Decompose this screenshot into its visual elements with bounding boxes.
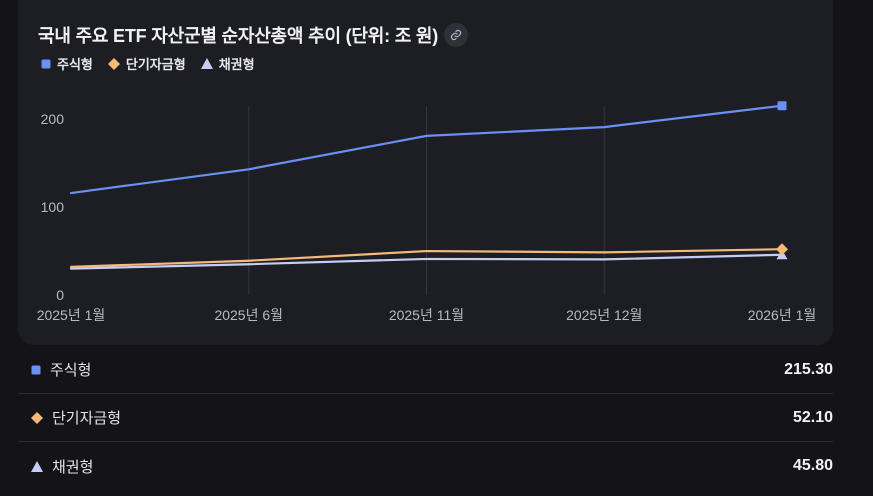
summary-list: 주식형 215.30 단기자금형 52.10 채권형 45.80 bbox=[18, 346, 833, 490]
link-button[interactable] bbox=[444, 23, 469, 47]
series-line-0 bbox=[69, 104, 784, 195]
summary-row-mmf: 단기자금형 52.10 bbox=[18, 394, 833, 442]
link-icon bbox=[450, 29, 462, 41]
legend-item-mmf[interactable]: 단기자금형 bbox=[107, 54, 186, 73]
diamond-marker-icon bbox=[107, 57, 120, 70]
square-marker-icon bbox=[41, 59, 51, 68]
chart-legend: 주식형 단기자금형 채권형 bbox=[40, 54, 269, 73]
series-line-1 bbox=[69, 248, 784, 268]
legend-label: 주식형 bbox=[57, 57, 93, 72]
diamond-marker-icon bbox=[31, 411, 43, 424]
summary-row-stock: 주식형 215.30 bbox=[18, 346, 833, 394]
summary-value: 52.10 bbox=[792, 408, 833, 426]
series-end-marker bbox=[776, 243, 788, 256]
legend-item-bond[interactable]: 채권형 bbox=[200, 54, 255, 73]
summary-row-bond: 채권형 45.80 bbox=[18, 442, 833, 490]
x-tick-label: 2025년 12월 bbox=[566, 307, 642, 323]
y-tick-label: 0 bbox=[56, 287, 64, 303]
legend-label: 채권형 bbox=[218, 57, 255, 72]
summary-value: 45.80 bbox=[792, 457, 833, 474]
x-tick-label: 2026년 1월 bbox=[748, 307, 817, 323]
title-row: 국내 주요 ETF 자산군별 순자산총액 추이 (단위: 조 원) bbox=[38, 22, 469, 48]
line-chart: 0 100 200 2025년 1월 2025년 6월 2025년 11월 2025년 12… bbox=[37, 101, 817, 323]
x-tick-label: 2025년 1월 bbox=[37, 307, 106, 323]
y-tick-label: 200 bbox=[41, 111, 65, 127]
triangle-marker-icon bbox=[31, 460, 43, 472]
summary-label: 단기자금형 bbox=[52, 410, 122, 427]
chart-card: 국내 주요 ETF 자산군별 순자산총액 추이 (단위: 조 원) 주식형 단기… bbox=[18, 0, 833, 345]
y-tick-label: 100 bbox=[41, 199, 65, 215]
legend-item-stock[interactable]: 주식형 bbox=[40, 54, 93, 73]
x-tick-label: 2025년 11월 bbox=[389, 307, 464, 323]
summary-label: 주식형 bbox=[50, 362, 92, 379]
legend-label: 단기자금형 bbox=[125, 57, 186, 72]
summary-value: 215.30 bbox=[784, 360, 833, 378]
triangle-marker-icon bbox=[200, 58, 213, 69]
x-tick-label: 2025년 6월 bbox=[214, 307, 283, 323]
square-marker-icon bbox=[31, 365, 41, 374]
summary-label: 채권형 bbox=[52, 458, 94, 476]
series-end-marker bbox=[777, 101, 787, 111]
chart-title: 국내 주요 ETF 자산군별 순자산총액 추이 (단위: 조 원) bbox=[38, 26, 439, 46]
series-line-2 bbox=[69, 253, 784, 270]
